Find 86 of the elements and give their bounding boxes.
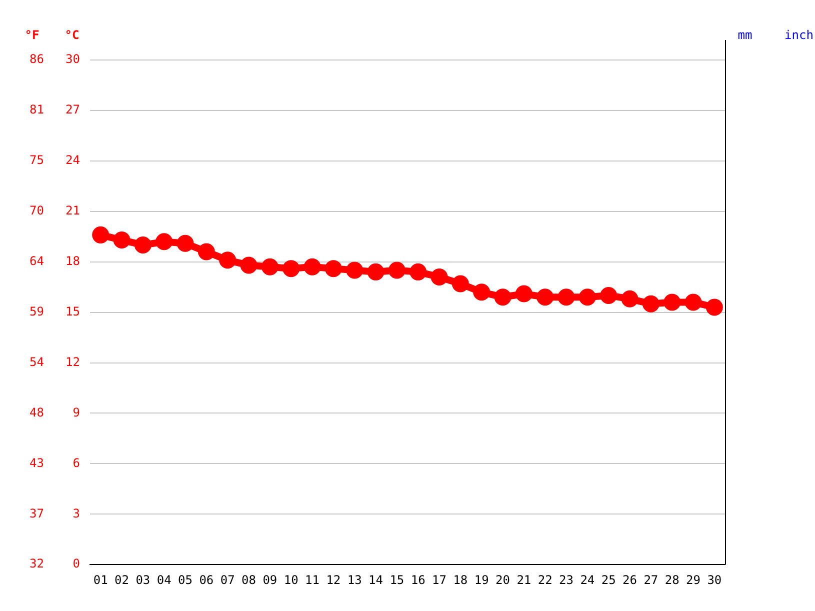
x-tick-label: 17 bbox=[432, 572, 446, 587]
x-tick-label: 21 bbox=[516, 572, 532, 587]
x-tick-label: 22 bbox=[538, 572, 552, 587]
x-tick-label: 25 bbox=[601, 572, 616, 587]
point bbox=[558, 288, 575, 306]
x-tick-label: 01 bbox=[93, 572, 108, 587]
y2-axis-title: °F bbox=[24, 28, 40, 42]
point bbox=[706, 298, 723, 316]
point bbox=[430, 268, 448, 286]
y-tick-label: 3 bbox=[72, 506, 80, 520]
point bbox=[176, 234, 194, 252]
x-tick-label: 23 bbox=[559, 572, 574, 587]
x-tick-label: 28 bbox=[664, 572, 680, 587]
y-tick-label: 21 bbox=[66, 204, 80, 218]
x-tick-label: 04 bbox=[156, 572, 172, 587]
point bbox=[536, 288, 554, 306]
point bbox=[240, 256, 258, 274]
point bbox=[219, 252, 236, 269]
point bbox=[367, 263, 384, 280]
point bbox=[134, 236, 152, 254]
point bbox=[156, 233, 173, 250]
y2-tick-label: 32 bbox=[30, 556, 44, 571]
y-tick-label: 15 bbox=[66, 304, 80, 318]
y2-tick-label: 81 bbox=[30, 102, 44, 117]
x-tick-label: 02 bbox=[114, 572, 129, 587]
x-tick-label: 20 bbox=[496, 572, 510, 587]
point bbox=[113, 231, 130, 248]
y-tick-label: 24 bbox=[66, 153, 80, 168]
x-tick-label: 29 bbox=[686, 572, 700, 587]
x-tick-label: 13 bbox=[347, 572, 362, 587]
point bbox=[324, 260, 342, 278]
x-tick-label: 10 bbox=[284, 572, 298, 587]
point bbox=[494, 288, 512, 306]
point bbox=[600, 286, 618, 304]
y2-tick-label: 59 bbox=[30, 304, 44, 318]
text: inch bbox=[784, 28, 814, 42]
point bbox=[515, 285, 532, 302]
x-tick-label: 12 bbox=[326, 572, 341, 587]
x-tick-label: 07 bbox=[220, 572, 235, 587]
x-tick-label: 24 bbox=[580, 572, 595, 587]
y-tick-label: 27 bbox=[66, 102, 80, 117]
x-tick-label: 03 bbox=[136, 572, 150, 587]
y2-tick-label: 54 bbox=[30, 354, 44, 369]
x-tick-label: 30 bbox=[707, 572, 722, 587]
text: mm bbox=[738, 28, 752, 42]
y-tick-label: 18 bbox=[66, 254, 80, 268]
y2-tick-label: 86 bbox=[30, 52, 44, 66]
y2-tick-label: 64 bbox=[30, 254, 44, 268]
point bbox=[92, 226, 110, 244]
x-tick-label: 06 bbox=[199, 572, 214, 587]
y-tick-label: 0 bbox=[72, 556, 80, 571]
point bbox=[578, 288, 596, 306]
point bbox=[346, 262, 364, 279]
x-tick-label: 26 bbox=[622, 572, 637, 587]
point bbox=[684, 294, 702, 311]
point bbox=[198, 243, 215, 260]
point bbox=[621, 290, 638, 308]
x-tick-label: 11 bbox=[305, 572, 320, 587]
point bbox=[642, 295, 660, 312]
y-tick-label: 6 bbox=[72, 456, 80, 470]
point bbox=[304, 258, 321, 276]
x-tick-label: 16 bbox=[410, 572, 426, 587]
y2-tick-label: 43 bbox=[30, 456, 44, 470]
x-tick-label: 18 bbox=[453, 572, 468, 587]
y-tick-label: 12 bbox=[66, 354, 80, 369]
y2-tick-label: 75 bbox=[30, 153, 44, 168]
y2-tick-label: 48 bbox=[30, 405, 44, 420]
x-tick-label: 05 bbox=[178, 572, 192, 587]
point bbox=[282, 260, 300, 278]
point bbox=[410, 263, 427, 280]
x-tick-label: 19 bbox=[474, 572, 489, 587]
point bbox=[261, 258, 278, 276]
x-tick-label: 08 bbox=[242, 572, 256, 587]
y-axis-title: °C bbox=[64, 28, 80, 42]
y-tick-label: 30 bbox=[66, 52, 80, 66]
point bbox=[452, 275, 469, 292]
point bbox=[473, 284, 490, 301]
x-tick-label: 27 bbox=[644, 572, 658, 587]
y2-tick-label: 37 bbox=[30, 506, 44, 520]
x-tick-label: 15 bbox=[390, 572, 404, 587]
x-tick-label: 09 bbox=[262, 572, 278, 587]
y2-tick-label: 70 bbox=[30, 204, 44, 218]
point bbox=[388, 262, 406, 279]
x-tick-label: 14 bbox=[368, 572, 383, 587]
y-tick-label: 9 bbox=[72, 405, 80, 420]
point bbox=[664, 294, 681, 311]
